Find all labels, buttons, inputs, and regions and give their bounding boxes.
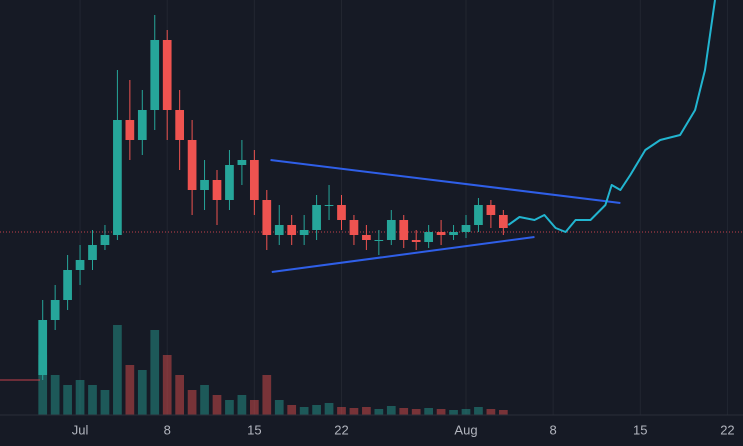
volume-bar <box>312 405 321 415</box>
candle-body <box>324 205 334 206</box>
x-tick-label: 8 <box>550 422 557 437</box>
volume-bar <box>461 409 471 415</box>
candle-body <box>63 270 72 300</box>
volume-bar <box>175 375 185 415</box>
volume-bar <box>212 395 222 415</box>
volume-bar <box>374 409 384 415</box>
volume-bar <box>150 330 160 415</box>
x-tick-label: Jul <box>72 422 89 437</box>
volume-bar <box>349 408 359 415</box>
candle-body <box>386 220 396 240</box>
candle-body <box>249 160 259 200</box>
candle-body <box>75 260 85 270</box>
volume-layer <box>38 325 508 415</box>
candle-body <box>113 120 122 235</box>
volume-bar <box>337 407 346 415</box>
candle-body <box>125 120 135 140</box>
volume-bar <box>137 370 147 415</box>
volume-bar <box>274 400 284 415</box>
x-axis: Jul 8 15 22 Aug 8 15 22 <box>72 422 735 437</box>
candle-body <box>200 180 209 190</box>
x-tick-label: 15 <box>633 422 647 437</box>
candle-body <box>162 40 172 110</box>
volume-bar <box>498 410 508 415</box>
candle-body <box>486 205 496 215</box>
volume-bar <box>411 409 421 415</box>
candle-body <box>337 205 346 220</box>
volume-bar <box>449 410 458 415</box>
candle-body <box>237 160 247 165</box>
x-tick-label: 15 <box>247 422 261 437</box>
x-tick-label: 22 <box>334 422 348 437</box>
volume-bar <box>88 385 97 415</box>
volume-bar <box>162 355 172 415</box>
candle-body <box>449 232 458 235</box>
volume-bar <box>287 405 297 415</box>
volume-bar <box>324 403 334 415</box>
candle-body <box>349 220 359 235</box>
candle-body <box>262 200 272 235</box>
volume-bar <box>75 380 85 415</box>
volume-bar <box>50 375 60 415</box>
candle-body <box>225 165 234 200</box>
volume-bar <box>38 355 48 415</box>
volume-bar <box>113 325 122 415</box>
candle-body <box>175 110 185 140</box>
candle-body <box>474 205 483 225</box>
candle-body <box>362 235 371 240</box>
candle-body <box>411 240 421 242</box>
x-tick-label: Aug <box>454 422 477 437</box>
candle-body <box>150 40 160 110</box>
volume-bar <box>249 400 259 415</box>
candle-body <box>38 320 48 375</box>
volume-bar <box>436 409 446 415</box>
candle-body <box>100 235 110 245</box>
volume-bar <box>100 390 110 415</box>
candle-body <box>399 220 409 240</box>
candle-body <box>299 230 309 235</box>
volume-bar <box>474 407 483 415</box>
x-tick-label: 22 <box>720 422 734 437</box>
candle-body <box>374 240 384 241</box>
projection-line <box>507 0 716 233</box>
candle-body <box>88 245 97 260</box>
candle-body <box>312 205 321 230</box>
volume-bar <box>125 365 135 415</box>
volume-bar <box>486 409 496 415</box>
candle-body <box>187 140 197 190</box>
volume-bar <box>200 385 209 415</box>
candle-body <box>436 232 446 235</box>
candle-body <box>424 232 434 242</box>
volume-bar <box>299 407 309 415</box>
volume-bar <box>225 400 234 415</box>
volume-bar <box>386 406 396 415</box>
volume-bar <box>63 385 72 415</box>
volume-bar <box>362 407 371 415</box>
trendline <box>270 159 621 204</box>
x-tick-label: 8 <box>164 422 171 437</box>
volume-bar <box>237 395 247 415</box>
candle-body <box>498 215 508 228</box>
volume-bar <box>262 375 272 415</box>
trendline <box>271 236 535 273</box>
candle-body <box>137 110 147 140</box>
plot-layer <box>0 0 743 380</box>
candle-body <box>461 225 471 232</box>
volume-bar <box>399 408 409 415</box>
candle-body <box>50 300 60 320</box>
volume-bar <box>187 390 197 415</box>
candle-body <box>212 180 222 200</box>
candle-body <box>287 225 297 235</box>
volume-bar <box>424 408 434 415</box>
candle-body <box>274 225 284 235</box>
